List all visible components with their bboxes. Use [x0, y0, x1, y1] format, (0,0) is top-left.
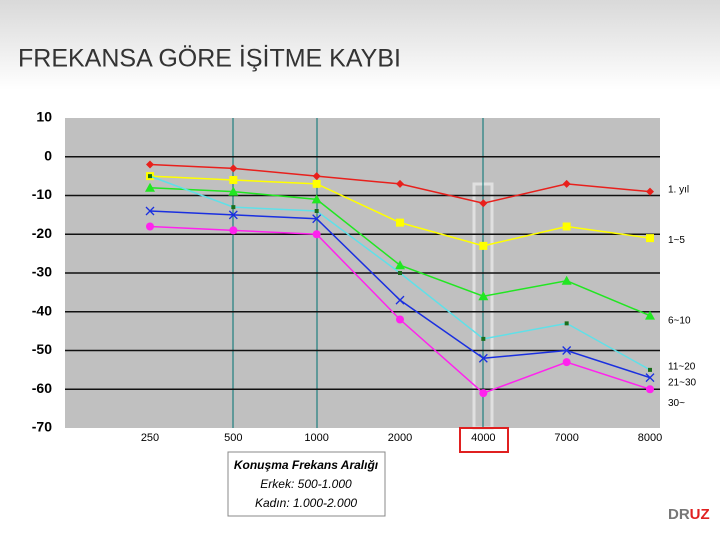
marker	[145, 182, 155, 192]
marker	[148, 174, 152, 179]
marker	[562, 179, 571, 188]
marker	[145, 206, 155, 216]
marker	[395, 260, 405, 270]
marker	[229, 176, 238, 184]
x-tick-label: 250	[141, 432, 159, 444]
marker	[479, 241, 488, 250]
x-tick-label: 1000	[304, 432, 328, 444]
marker	[646, 385, 654, 394]
y-tick-label: -50	[32, 341, 52, 357]
marker	[312, 179, 321, 188]
x-tick-label: 4000	[471, 432, 495, 444]
series-label: 1~5	[668, 235, 685, 246]
marker	[478, 353, 488, 363]
marker	[228, 186, 239, 196]
marker	[645, 310, 655, 320]
marker	[561, 275, 572, 285]
y-tick-label: -70	[32, 419, 52, 435]
series-label: 30~	[668, 398, 685, 409]
x-tick-label: 2000	[388, 432, 412, 444]
series-label: 6~10	[668, 315, 691, 326]
x-tick-label: 7000	[554, 432, 578, 444]
marker	[228, 210, 238, 220]
x-tick-label: 8000	[638, 432, 662, 444]
marker	[311, 194, 322, 204]
header-band	[0, 0, 720, 90]
y-tick-label: 0	[44, 147, 52, 163]
marker	[478, 291, 489, 301]
marker	[562, 346, 572, 355]
marker	[396, 315, 404, 324]
marker	[395, 295, 405, 305]
y-tick-label: -20	[32, 225, 52, 241]
chart: 10 0 -10 -20 -30 -40 -50 -60 -70 250 500 1000 2000 40…	[32, 109, 697, 444]
marker	[564, 321, 569, 326]
marker	[562, 222, 571, 231]
marker	[398, 271, 402, 275]
logo-part: DR	[668, 506, 690, 523]
annotation-box	[227, 451, 386, 517]
annotation: Konuşma Frekans Aralığı	[234, 458, 379, 472]
marker	[396, 218, 404, 227]
marker	[312, 172, 321, 181]
marker	[396, 179, 404, 188]
slide-title: FREKANSA GÖRE İŞİTME KAYBI	[18, 44, 401, 73]
y-tick-label: -60	[32, 380, 52, 396]
marker	[229, 164, 238, 173]
marker	[479, 199, 488, 208]
marker	[146, 160, 154, 169]
marker	[314, 209, 319, 213]
annotation: Kadın: 1.000-2.000	[255, 496, 357, 510]
marker	[229, 226, 238, 235]
marker	[646, 234, 654, 243]
y-tick-label: -40	[32, 302, 52, 318]
y-tick-label: 10	[36, 109, 52, 125]
marker	[645, 373, 655, 383]
series-label: 21~30	[668, 377, 697, 388]
highlight-label-box	[459, 427, 509, 453]
marker	[231, 205, 236, 210]
series-label: 1. yıl	[668, 184, 689, 195]
series-label: 11~20	[668, 362, 696, 373]
marker	[646, 187, 654, 196]
marker	[479, 389, 488, 398]
marker	[312, 230, 321, 239]
marker	[146, 222, 154, 231]
x-tick-label: 500	[224, 432, 242, 444]
y-tick-label: -10	[32, 186, 52, 202]
logo: DRUZ	[668, 506, 710, 523]
annotation: Erkek: 500-1.000	[260, 477, 352, 491]
marker	[481, 336, 486, 341]
y-tick-label: -30	[32, 264, 52, 280]
logo-part: UZ	[690, 506, 710, 523]
marker	[648, 367, 652, 372]
marker	[312, 214, 322, 224]
marker	[562, 358, 571, 367]
